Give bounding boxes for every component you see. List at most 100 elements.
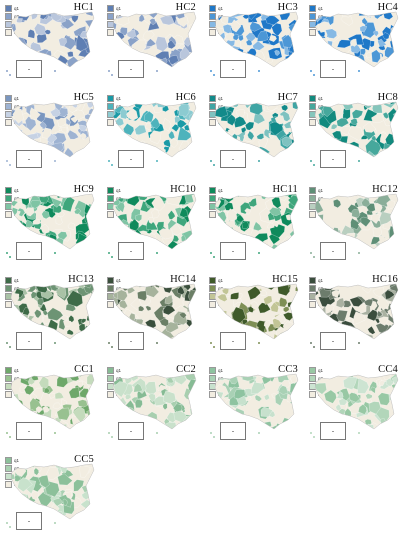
municipality-patch [87, 478, 94, 486]
municipality-patch [249, 102, 263, 116]
municipality-patch [74, 208, 81, 215]
municipality-patch [227, 208, 238, 222]
legend-swatch [5, 285, 12, 293]
municipality-patch [192, 416, 196, 425]
municipality-patch [17, 477, 33, 492]
municipality-patch [178, 104, 190, 117]
municipality-patch [358, 404, 367, 415]
municipality-patch [40, 223, 50, 234]
island-marker [258, 160, 260, 162]
municipality-patch [337, 39, 351, 49]
municipality-patch [56, 194, 64, 199]
region-map [112, 373, 197, 430]
municipality-patch [27, 29, 36, 39]
map-panel: HC2q1q2q3q4 [104, 0, 200, 88]
municipality-patch [268, 47, 283, 60]
municipality-patch [12, 108, 24, 124]
panel-title: HC5 [73, 92, 94, 103]
municipality-patch [323, 284, 331, 289]
municipality-patch [393, 228, 398, 239]
legend-item: q1 [209, 367, 223, 375]
legend-swatch [107, 119, 114, 127]
municipality-patch [367, 326, 376, 335]
municipality-patch [62, 498, 68, 506]
island-marker [358, 432, 360, 434]
legend-swatch [5, 457, 12, 465]
municipality-patch [55, 151, 62, 157]
municipality-patch [147, 12, 154, 14]
municipality-patch [335, 404, 342, 412]
island-marker [9, 256, 11, 258]
municipality-patch [11, 397, 17, 407]
municipality-patch [81, 336, 91, 339]
municipality-patch [11, 328, 16, 334]
municipality-patch [350, 218, 360, 230]
municipality-patch [265, 15, 280, 26]
municipality-patch [42, 310, 49, 316]
municipality-patch [138, 305, 145, 312]
municipality-patch [34, 309, 42, 319]
legend-swatch [5, 277, 12, 285]
legend-swatch [209, 103, 216, 111]
municipality-patch [113, 138, 124, 151]
inset-box [320, 60, 346, 78]
municipality-patch [66, 290, 83, 307]
legend-swatch [107, 285, 114, 293]
island-marker [6, 342, 8, 344]
legend-swatch [209, 301, 216, 309]
legend-swatch [107, 103, 114, 111]
municipality-patch [384, 289, 395, 300]
municipality-patch [131, 39, 147, 52]
legend-item: q1 [107, 367, 121, 375]
municipality-patch [40, 146, 52, 157]
municipality-patch [89, 31, 94, 41]
inset-box [320, 150, 346, 168]
map-outline [214, 283, 299, 340]
municipality-patch [233, 389, 246, 399]
municipality-patch [253, 331, 262, 338]
municipality-patch [215, 213, 218, 219]
region-map [10, 11, 95, 68]
municipality-patch [232, 33, 239, 41]
legend-swatch [107, 5, 114, 13]
municipality-patch [377, 38, 387, 47]
municipality-patch [78, 242, 85, 249]
legend-label: q1 [318, 96, 324, 102]
legend-swatch [5, 375, 12, 383]
municipality-patch [283, 306, 290, 313]
municipality-patch [11, 45, 18, 54]
municipality-patch [61, 398, 68, 406]
municipality-patch [113, 194, 121, 200]
municipality-patch [378, 316, 389, 326]
region-map [10, 193, 95, 250]
legend-item: q1 [107, 187, 121, 195]
map-panel: HC15q1q2q3q4 [206, 272, 302, 360]
municipality-patch [25, 116, 37, 131]
municipality-patch [155, 36, 169, 52]
municipality-patch [272, 318, 282, 329]
municipality-patch [56, 407, 70, 421]
legend-swatch [5, 187, 12, 195]
municipality-patch [253, 111, 266, 125]
panel-title: HC6 [175, 92, 196, 103]
municipality-patch [282, 321, 298, 338]
legend-label: q1 [14, 96, 20, 102]
inset-box [220, 242, 246, 260]
municipality-patch [340, 126, 351, 136]
legend-swatch [5, 103, 12, 111]
panel-title: HC15 [272, 274, 298, 285]
municipality-patch [250, 300, 259, 311]
municipality-patch [113, 242, 117, 249]
municipality-patch [163, 118, 172, 132]
legend-item: q1 [5, 187, 19, 195]
municipality-patch [55, 216, 63, 225]
municipality-patch [113, 308, 123, 320]
region-map [214, 283, 299, 340]
legend-label: q1 [218, 188, 224, 194]
municipality-patch [360, 216, 371, 227]
municipality-patch [322, 12, 330, 17]
municipality-patch [16, 18, 23, 23]
municipality-patch [215, 122, 222, 131]
municipality-patch [52, 498, 64, 507]
legend-item: q1 [209, 95, 223, 103]
